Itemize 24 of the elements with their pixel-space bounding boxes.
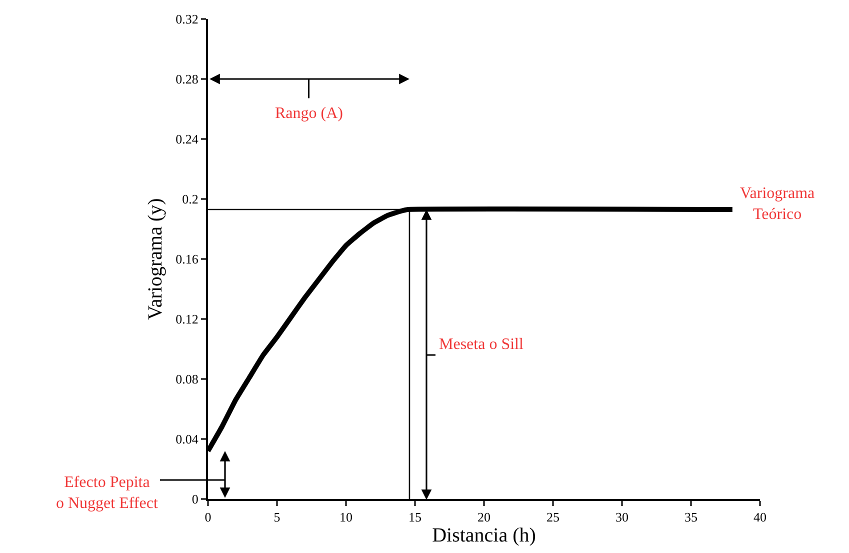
x-tick-label: 30 [616,510,628,525]
annotation: Meseta o Sill [439,336,524,353]
x-tick-label: 15 [408,510,422,525]
y-tick-label: 0.04 [176,432,199,447]
x-tick-label: 25 [546,510,560,525]
y-tick-label: 0.08 [176,372,198,387]
y-tick-label: 0.28 [176,72,198,87]
annotation: Variograma Teórico [740,185,815,223]
y-axis-title: Variograma (y) [144,198,167,320]
x-tick-label: 0 [204,510,212,525]
x-axis-title: Distancia (h) [432,524,536,547]
y-tick-label: 0.24 [176,132,199,147]
x-tick-label: 10 [340,510,352,525]
text: Efecto Pepita o Nugget Effect [56,474,158,512]
y-tick-label: 0.2 [182,192,198,207]
x-tick-label: 35 [684,510,698,525]
x-tick-label: 20 [478,510,490,525]
x-tick-label: 5 [274,510,280,525]
annotation: Rango (A) [275,105,343,122]
y-tick-label: 0.32 [176,12,198,27]
y-tick-label: 0.16 [176,252,199,267]
x-tick-label: 40 [754,510,766,525]
y-tick-label: 0.12 [176,312,198,327]
y-tick-label: 0 [192,492,198,507]
